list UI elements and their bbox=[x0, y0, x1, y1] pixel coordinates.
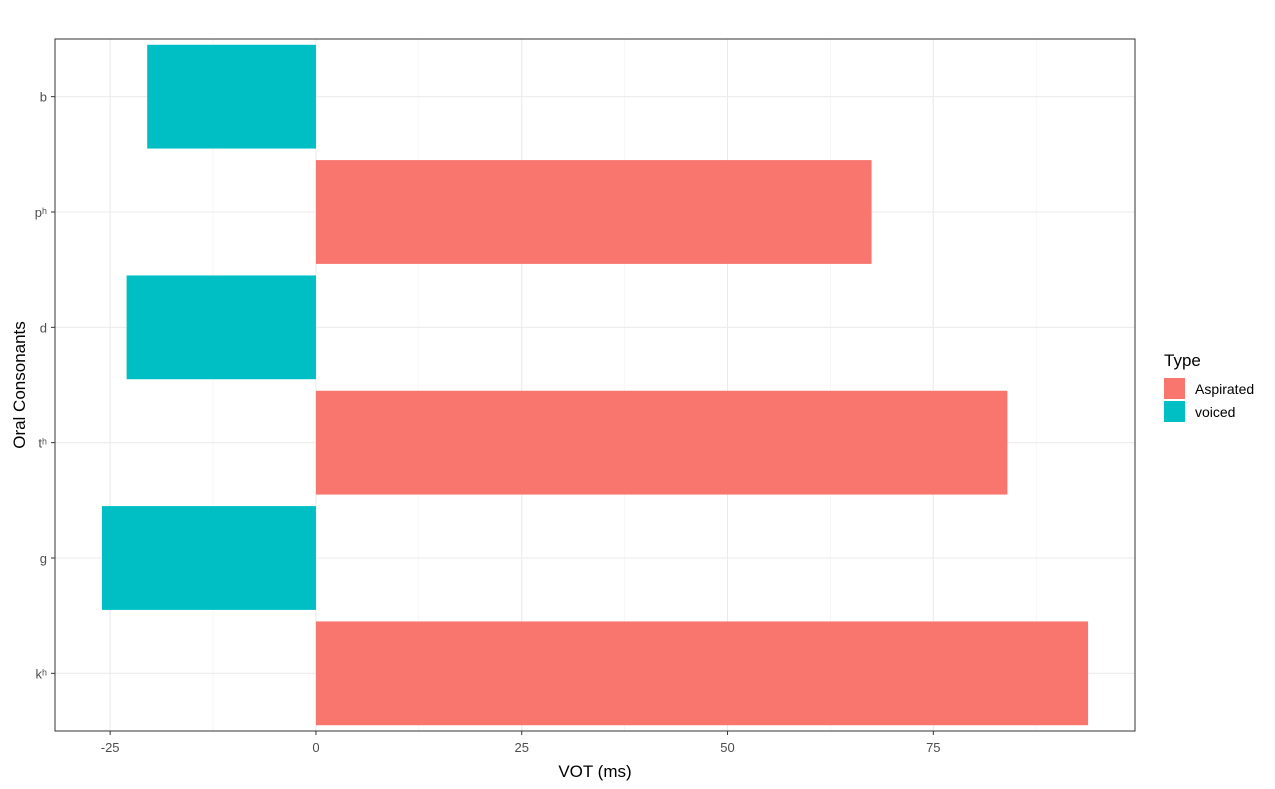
x-tick-label: 25 bbox=[515, 740, 529, 755]
y-tick-label: b bbox=[40, 90, 47, 105]
x-tick-label: 75 bbox=[926, 740, 940, 755]
panel-border bbox=[54, 38, 1136, 732]
legend-title: Type bbox=[1164, 351, 1201, 370]
x-tick-label: -25 bbox=[101, 740, 120, 755]
y-tick-label: d bbox=[40, 320, 47, 335]
y-axis-title: Oral Consonants bbox=[10, 321, 29, 449]
y-tick-label: kʰ bbox=[36, 666, 48, 681]
x-tick-label: 0 bbox=[312, 740, 319, 755]
legend-label-aspirated: Aspirated bbox=[1195, 381, 1254, 397]
legend-key-voiced bbox=[1164, 401, 1185, 422]
x-axis: -25 0 25 50 75 bbox=[101, 731, 941, 755]
bar-voiced-4 bbox=[101, 506, 316, 610]
bar-aspirated-1 bbox=[315, 160, 872, 264]
legend-label-voiced: voiced bbox=[1195, 404, 1235, 420]
bar-aspirated-5 bbox=[315, 621, 1089, 726]
legend-key-aspirated bbox=[1164, 378, 1185, 399]
legend: Type Aspirated voiced bbox=[1164, 351, 1254, 422]
bars bbox=[101, 44, 1089, 726]
x-tick-label: 50 bbox=[720, 740, 734, 755]
y-tick-label: tʰ bbox=[38, 436, 47, 451]
bar-voiced-0 bbox=[147, 44, 316, 149]
y-axis: b pʰ d tʰ g kʰ bbox=[35, 90, 55, 681]
x-axis-title: VOT (ms) bbox=[558, 762, 631, 781]
y-tick-label: g bbox=[40, 551, 47, 566]
bar-voiced-2 bbox=[126, 275, 316, 380]
bar-aspirated-3 bbox=[315, 390, 1008, 495]
y-tick-label: pʰ bbox=[35, 205, 47, 220]
